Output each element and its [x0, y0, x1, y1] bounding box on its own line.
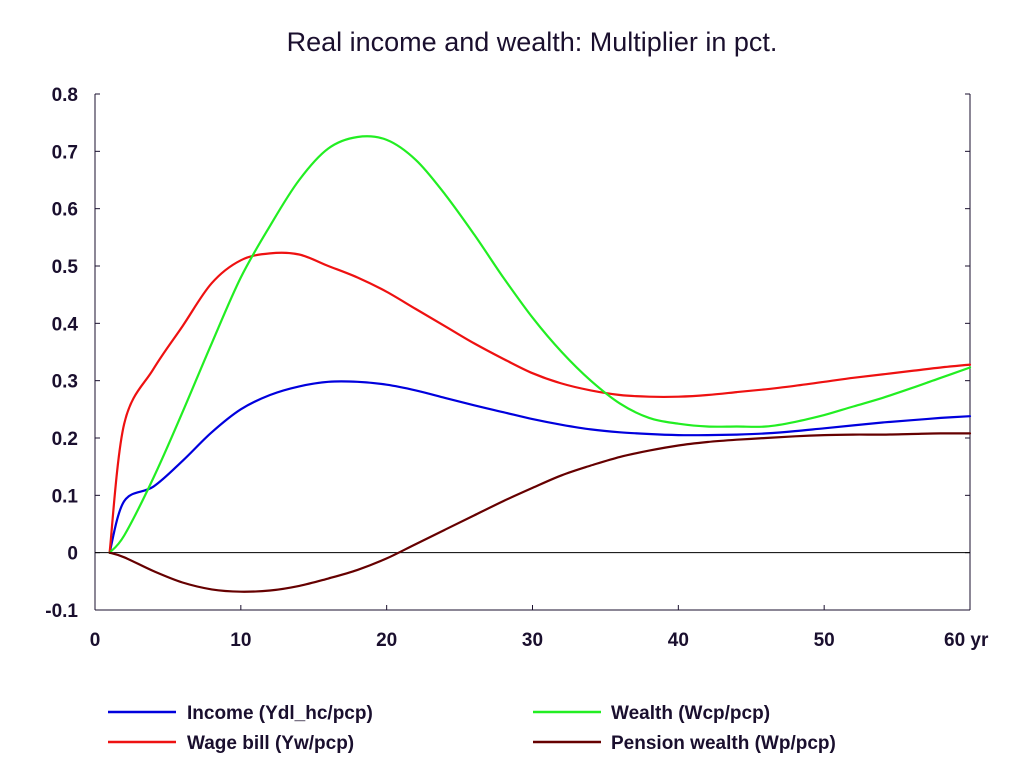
- x-tick-label: 30: [522, 630, 543, 651]
- legend-item: Wealth (Wcp/pcp): [533, 703, 770, 724]
- legend-label: Wealth (Wcp/pcp): [611, 703, 770, 724]
- chart-title: Real income and wealth: Multiplier in pc…: [287, 27, 778, 57]
- x-tick-label: 40: [668, 630, 689, 651]
- y-tick-label: 0.5: [52, 257, 79, 278]
- legend: Income (Ydl_hc/pcp) Wage bill (Yw/pcp) Wea…: [108, 703, 836, 754]
- legend-item: Income (Ydl_hc/pcp): [108, 703, 373, 724]
- y-tick-label: 0.8: [52, 85, 78, 106]
- y-tick-label: 0.2: [52, 429, 78, 450]
- series-line-income: [108, 380, 972, 554]
- legend-item: Wage bill (Yw/pcp): [108, 733, 354, 754]
- legend-label: Income (Ydl_hc/pcp): [187, 703, 373, 724]
- y-tick-label: 0.6: [52, 200, 78, 221]
- legend-item: Pension wealth (Wp/pcp): [533, 733, 836, 754]
- y-tick-label: 0.4: [52, 314, 79, 335]
- plot-axes: -0.1 0 0.1 0.2 0.3 0.4 0.5 0.6 0.7 0.8 0 10 20 30 40 50…: [45, 85, 989, 651]
- y-tick-label: 0.3: [52, 372, 78, 393]
- series-line-wage-bill: [108, 251, 972, 554]
- legend-label: Pension wealth (Wp/pcp): [611, 733, 836, 754]
- x-tick-label: 20: [376, 630, 397, 651]
- x-tick-label: 10: [230, 630, 251, 651]
- legend-label: Wage bill (Yw/pcp): [187, 733, 354, 754]
- y-tick-label: 0: [67, 544, 78, 565]
- x-tick-label: 60 yr: [944, 630, 989, 651]
- series-line-wealth: [108, 135, 972, 554]
- series-line-pension-wealth: [108, 432, 972, 593]
- y-tick-label: -0.1: [45, 601, 78, 622]
- y-tick-label: 0.1: [52, 486, 79, 507]
- y-tick-label: 0.7: [52, 142, 78, 163]
- x-tick-label: 50: [814, 630, 835, 651]
- x-tick-label: 0: [90, 630, 101, 651]
- series-layer: [108, 135, 972, 593]
